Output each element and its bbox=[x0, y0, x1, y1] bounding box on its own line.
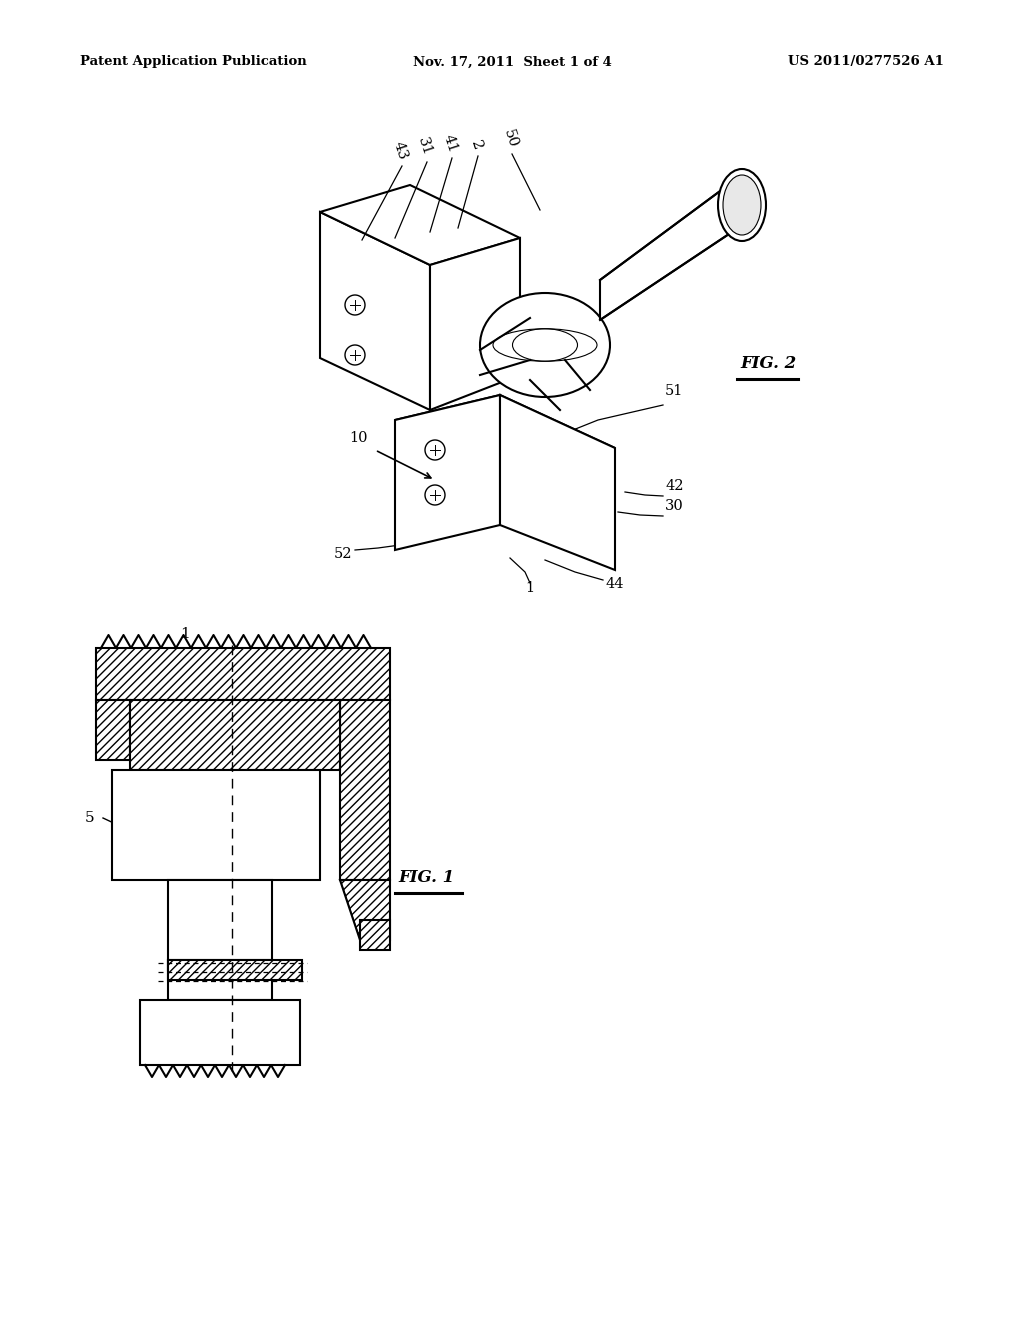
Text: 30: 30 bbox=[665, 499, 684, 513]
Bar bbox=[168, 960, 272, 1001]
Text: 44: 44 bbox=[605, 577, 624, 591]
Text: 31: 31 bbox=[416, 136, 434, 158]
Polygon shape bbox=[395, 395, 615, 475]
Ellipse shape bbox=[480, 293, 610, 397]
Circle shape bbox=[345, 294, 365, 315]
Bar bbox=[96, 648, 390, 700]
Bar bbox=[168, 880, 272, 970]
Text: Nov. 17, 2011  Sheet 1 of 4: Nov. 17, 2011 Sheet 1 of 4 bbox=[413, 55, 611, 69]
Bar bbox=[168, 960, 302, 979]
Text: 50: 50 bbox=[501, 128, 519, 150]
Ellipse shape bbox=[723, 176, 761, 235]
Bar bbox=[96, 648, 390, 700]
Circle shape bbox=[425, 484, 445, 506]
Bar bbox=[340, 700, 390, 880]
Text: 2: 2 bbox=[468, 139, 484, 152]
Text: 52: 52 bbox=[334, 546, 352, 561]
Bar bbox=[360, 920, 390, 950]
Polygon shape bbox=[430, 238, 520, 411]
Text: 1: 1 bbox=[180, 627, 189, 642]
Text: Patent Application Publication: Patent Application Publication bbox=[80, 55, 307, 69]
Ellipse shape bbox=[718, 169, 766, 242]
Text: 42: 42 bbox=[665, 479, 683, 492]
Bar bbox=[96, 700, 130, 760]
Polygon shape bbox=[395, 395, 500, 550]
Bar bbox=[340, 700, 390, 880]
Text: FIG. 2: FIG. 2 bbox=[740, 355, 797, 372]
Text: FIG. 1: FIG. 1 bbox=[398, 869, 455, 886]
Polygon shape bbox=[600, 180, 735, 319]
Circle shape bbox=[425, 440, 445, 459]
Polygon shape bbox=[500, 395, 615, 570]
Text: 10: 10 bbox=[349, 432, 368, 445]
Bar bbox=[168, 960, 302, 979]
Polygon shape bbox=[340, 880, 390, 940]
Bar bbox=[130, 700, 340, 770]
Polygon shape bbox=[319, 213, 430, 411]
Text: 51: 51 bbox=[665, 384, 683, 399]
Text: 41: 41 bbox=[440, 132, 460, 154]
Bar bbox=[112, 770, 319, 880]
Bar bbox=[140, 1001, 300, 1065]
Bar bbox=[96, 700, 130, 760]
Text: 43: 43 bbox=[390, 140, 410, 162]
Bar bbox=[360, 920, 390, 950]
Bar bbox=[130, 700, 340, 770]
Circle shape bbox=[345, 345, 365, 366]
Text: 1: 1 bbox=[525, 581, 535, 595]
Text: 5: 5 bbox=[85, 810, 95, 825]
Polygon shape bbox=[319, 185, 520, 265]
Text: US 2011/0277526 A1: US 2011/0277526 A1 bbox=[788, 55, 944, 69]
